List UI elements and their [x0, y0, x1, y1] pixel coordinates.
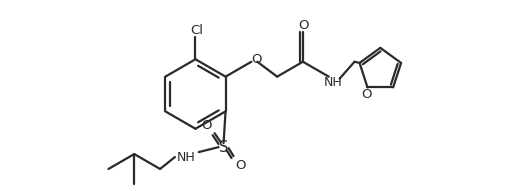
Text: S: S	[219, 140, 228, 155]
Text: O: O	[201, 119, 212, 132]
Text: O: O	[251, 53, 262, 66]
Text: NH: NH	[176, 151, 195, 163]
Text: NH: NH	[323, 76, 342, 89]
Text: O: O	[235, 159, 245, 172]
Text: O: O	[298, 19, 309, 32]
Text: O: O	[361, 88, 372, 101]
Text: Cl: Cl	[190, 24, 203, 37]
